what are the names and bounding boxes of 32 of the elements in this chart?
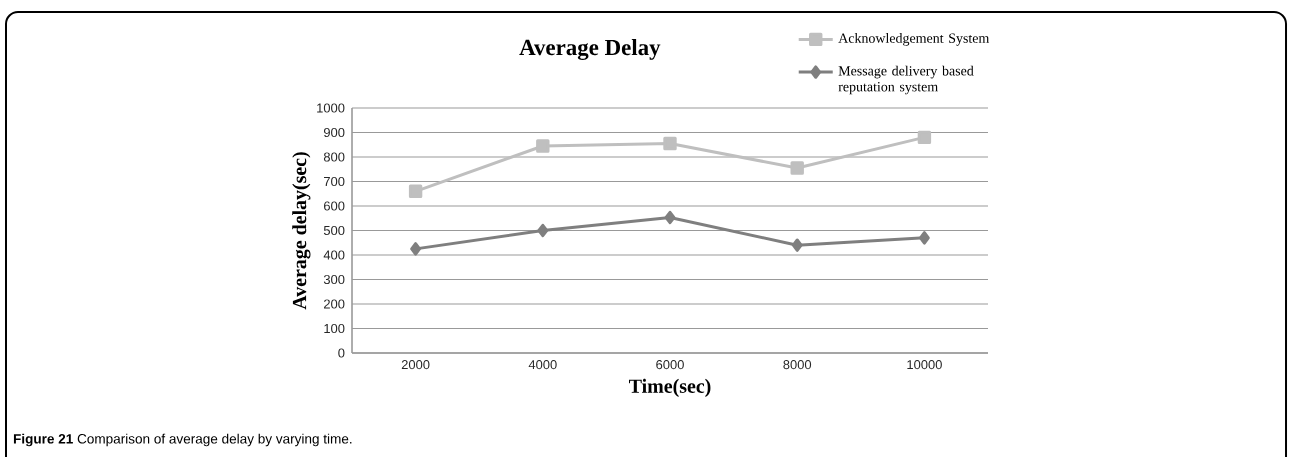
point <box>663 136 677 151</box>
point <box>410 242 422 256</box>
x-tick-label: 2000 <box>401 360 430 370</box>
point <box>537 223 549 238</box>
x-tick-label: 10000 <box>907 360 942 370</box>
y-tick-label: 800 <box>323 152 345 162</box>
y-tick-label: 200 <box>324 299 345 309</box>
y-tick-label: 400 <box>323 250 345 260</box>
point <box>536 139 550 153</box>
y-tick-label: 500 <box>323 225 345 236</box>
y-tick-label: 700 <box>324 176 345 187</box>
point <box>664 210 676 225</box>
y-tick-label: 0 <box>338 348 345 358</box>
y-tick-label: 900 <box>323 127 345 138</box>
point <box>919 231 930 245</box>
text: Figure 21 Comparison of average delay by varying time. <box>13 433 352 447</box>
legend-label: Acknowledgement System <box>838 33 990 46</box>
point <box>790 161 804 175</box>
chart-title: Average Delay <box>519 39 661 60</box>
x-tick-label: 4000 <box>528 360 557 370</box>
x-axis-title: Time(sec) <box>629 378 711 397</box>
y-tick-label: 100 <box>324 323 345 334</box>
point <box>408 184 423 198</box>
point <box>791 238 803 252</box>
y-axis-title: Average delay(sec) <box>292 152 311 310</box>
x-tick-label: 6000 <box>656 360 684 370</box>
y-tick-label: 300 <box>323 274 345 285</box>
x-tick-label: 8000 <box>783 360 812 370</box>
y-tick-label: 600 <box>324 201 345 211</box>
point <box>917 130 932 145</box>
y-tick-label: 1000 <box>317 103 345 113</box>
legend-label: Message delivery based reputation system <box>838 65 974 95</box>
